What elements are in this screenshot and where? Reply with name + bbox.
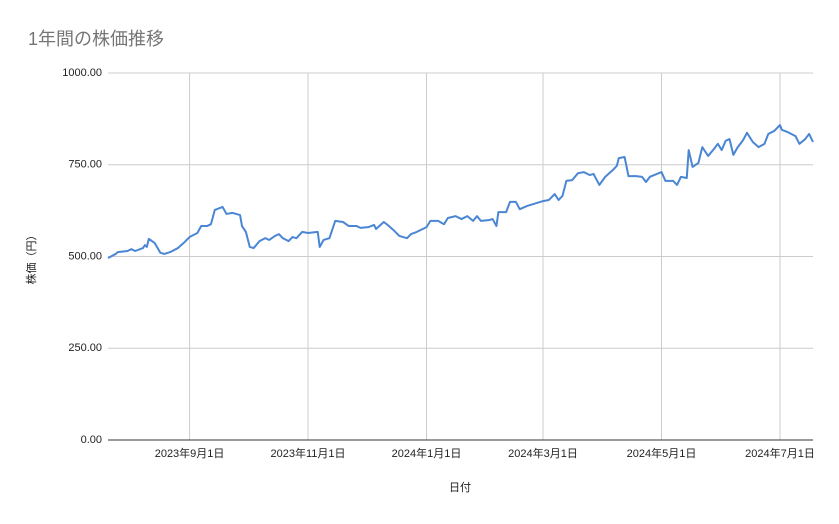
y-tick-label: 1000.00	[62, 67, 102, 79]
x-tick-label: 2024年1月1日	[392, 446, 462, 460]
y-tick-label: 500.00	[68, 250, 102, 262]
x-tick-label: 2024年3月1日	[508, 446, 578, 460]
y-axis-label: 株価（円）	[24, 230, 38, 285]
y-tick-label: 0.00	[81, 434, 102, 446]
x-tick-label: 2023年9月1日	[155, 446, 225, 460]
data-line	[107, 124, 814, 259]
chart-title: 1年間の株価推移	[28, 29, 164, 49]
y-tick-label: 250.00	[68, 342, 102, 354]
x-tick-label: 2024年5月1日	[627, 446, 697, 460]
x-tick-label: 2023年11月1日	[271, 446, 346, 460]
x-axis-label: 日付	[449, 481, 471, 494]
y-tick-label: 750.00	[68, 159, 102, 171]
x-tick-label: 2024年7月1日	[745, 446, 815, 460]
